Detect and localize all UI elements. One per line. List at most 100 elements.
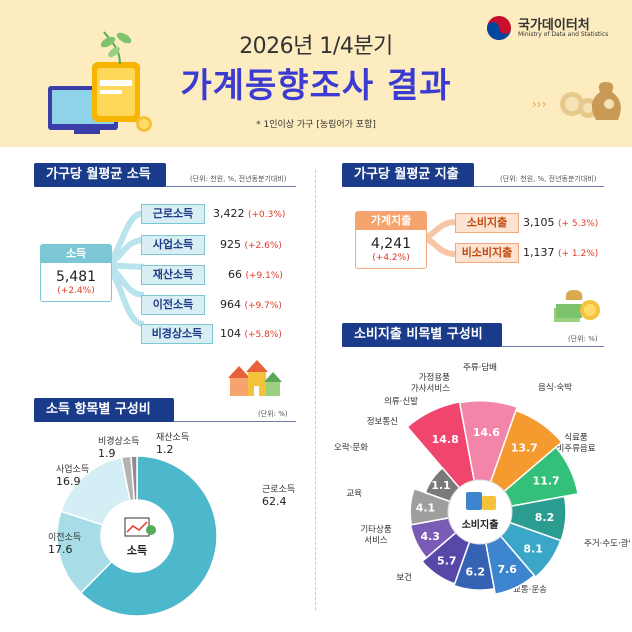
income-item-label: 사업소득: [141, 235, 205, 255]
value-change: (+0.3%): [248, 210, 286, 220]
consumption-slice-label: 교육: [346, 489, 362, 499]
income-total-value: 5,481: [55, 269, 97, 285]
consump-unit: (단위: %): [568, 335, 598, 343]
consumption-center-label: 소비지출: [462, 518, 499, 531]
income-item-value: 66 (+9.1%): [228, 265, 283, 286]
svg-text:›››: ›››: [532, 97, 546, 111]
expense-item-label: 소비지출: [455, 213, 519, 233]
consumption-slice-label: 보건: [396, 572, 412, 583]
consumption-slice-label: 의류·신발: [384, 396, 418, 407]
income-comp-unit: (단위: %): [258, 410, 288, 418]
expense-total-change: (+4.2%): [372, 253, 410, 263]
income-slice-value: 1.2: [156, 443, 174, 456]
income-comp-section-title: 소득 항목별 구성비: [34, 398, 174, 422]
consumption-slice-label: 오락·문화: [334, 442, 368, 453]
income-item-label: 재산소득: [141, 265, 205, 285]
income-section-title: 가구당 월평균 소득: [34, 163, 166, 187]
consumption-slice-value: 5.7: [437, 554, 457, 567]
growth-chart-icon: [124, 517, 156, 537]
income-slice-value: 17.6: [48, 543, 73, 556]
consumption-slice-value: 4.3: [420, 530, 440, 543]
income-item-value: 3,422 (+0.3%): [213, 204, 285, 225]
value-change: (+ 1.2%): [558, 249, 599, 259]
value-number: 1,137: [523, 246, 555, 259]
consumption-slice-label: 정보통신: [367, 416, 398, 427]
income-item-label: 이전소득: [141, 295, 205, 315]
consumption-slice-value: 11.7: [533, 474, 560, 487]
money-bag-illustration: ›››: [532, 82, 621, 120]
consumption-slice-value: 4.1: [416, 502, 436, 515]
consumption-slice-value: 8.1: [523, 543, 543, 556]
finance-illustration: [48, 31, 152, 134]
consumption-slice-label: 가정용품: [419, 372, 450, 383]
value-number: 104: [220, 327, 241, 340]
income-slice: [130, 455, 138, 501]
consumption-slice-label: 음식·숙박: [538, 382, 572, 393]
expense-total-label: 가계지출: [356, 212, 426, 230]
period-title: 2026년 1/4분기: [239, 34, 393, 59]
consumption-slice-value: 14.6: [473, 426, 500, 439]
page-title: 가계동향조사 결과: [180, 66, 452, 106]
income-slice-value: 1.9: [98, 447, 116, 460]
consumption-slice-value: 6.2: [466, 566, 486, 579]
value-number: 3,422: [213, 207, 245, 220]
value-number: 925: [220, 238, 241, 251]
logo-name: 국가데이터처: [518, 18, 590, 33]
value-number: 3,105: [523, 216, 555, 229]
consumption-slice-value: 14.8: [432, 433, 459, 446]
income-item-value: 964 (+9.7%): [220, 295, 282, 316]
income-total-change: (+2.4%): [57, 286, 95, 296]
income-item-value: 925 (+2.6%): [220, 235, 282, 256]
consump-section-title: 소비지출 비목별 구성비: [342, 323, 502, 347]
section-divider: [315, 170, 316, 610]
consumption-slice-value: 1.1: [431, 479, 451, 492]
expense-item-value: 3,105 (+ 5.3%): [523, 213, 598, 234]
income-slice-label: 이전소득: [48, 532, 81, 543]
income-slice-value: 62.4: [262, 495, 287, 508]
consumption-slice-label: 비주류음료: [556, 444, 595, 454]
income-slice-label: 사업소득: [56, 464, 89, 475]
expense-item-value: 1,137 (+ 1.2%): [523, 243, 598, 264]
consumption-slice-value: 8.2: [535, 511, 555, 524]
consumption-slice-value: 13.7: [511, 442, 538, 455]
consumption-slice-label: 서비스: [364, 536, 388, 546]
value-number: 66: [228, 268, 242, 281]
income-slice-label: 비경상소득: [98, 435, 139, 447]
consumption-slice-label: 주류·담배: [463, 362, 497, 373]
houses-icon: [228, 360, 282, 396]
income-unit: (단위: 천원, %, 전년동분기대비): [190, 175, 287, 183]
consumption-slice-value: 7.6: [497, 563, 517, 576]
income-item-value: 104 (+5.8%): [220, 324, 282, 345]
consumption-slice-label: 식료품: [564, 433, 588, 443]
shopping-icon: [466, 492, 496, 510]
expense-total-box: 가계지출 4,241 (+4.2%): [355, 211, 427, 269]
value-number: 964: [220, 298, 241, 311]
expense-item-label: 비소비지출: [455, 243, 519, 263]
expense-unit: (단위: 천원, %, 전년동분기대비): [500, 175, 597, 183]
taegeuk-icon: [487, 16, 511, 40]
income-item-label: 근로소득: [141, 204, 205, 224]
value-change: (+9.1%): [245, 271, 283, 281]
value-change: (+ 5.3%): [558, 219, 599, 229]
income-slice-value: 16.9: [56, 475, 81, 488]
consumption-slice-label: 가사서비스: [411, 384, 450, 394]
value-change: (+2.6%): [244, 241, 282, 251]
value-change: (+5.8%): [244, 330, 282, 340]
consumption-slice-label: 기타상품: [360, 524, 391, 535]
income-item-label: 비경상소득: [141, 324, 213, 344]
income-total-label: 소득: [41, 245, 111, 263]
agency-logo: 국가데이터처 Ministry of Data and Statistics: [486, 14, 626, 44]
income-slice-label: 근로소득: [262, 484, 295, 495]
income-slice: [79, 455, 218, 617]
consumption-slice-label: 주거·수도·광열: [584, 538, 630, 549]
logo-subtitle: Ministry of Data and Statistics: [518, 31, 609, 38]
income-total-box: 소득 5,481 (+2.4%): [40, 244, 112, 302]
income-connector: [100, 210, 145, 327]
value-change: (+9.7%): [244, 301, 282, 311]
income-center-label: 소득: [127, 544, 147, 557]
money-pile-icon: [554, 290, 600, 322]
expense-section-title: 가구당 월평균 지출: [342, 163, 474, 187]
